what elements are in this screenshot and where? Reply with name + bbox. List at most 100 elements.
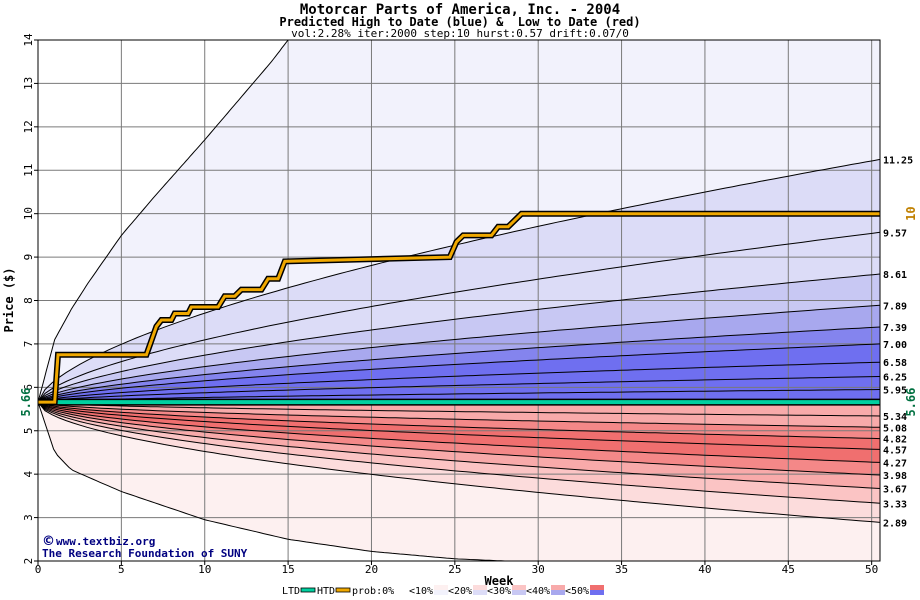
series-lines [38, 210, 880, 406]
y-axis-title: Price ($) [2, 267, 16, 332]
x-tick-label: 10 [198, 563, 211, 576]
credit-line-2: The Research Foundation of SUNY [42, 547, 248, 560]
high-quantile-line-4 [37, 304, 881, 403]
high-quantile-label-1: 11.25 [883, 155, 913, 166]
legend-ltd-label: LTD [282, 586, 300, 597]
end-labels: 11.25 9.57 8.61 7.89 7.39 7.00 6.58 6.25 5.95 5.3… [19, 155, 918, 529]
low-quantile-label-7: 3.67 [883, 484, 907, 495]
y-tick-label: 9 [22, 254, 35, 261]
high-quantile-line-1 [37, 158, 881, 403]
credit-line-1: www.textbiz.org [56, 535, 155, 548]
legend-swatch-bottom-4 [551, 590, 565, 595]
x-tick-label: 15 [281, 563, 294, 576]
y-tick-label: 4 [22, 470, 35, 477]
low-quantile-line-4 [37, 401, 881, 450]
x-tick-label: 45 [782, 563, 795, 576]
low-quantile-line-5 [37, 401, 881, 463]
y-tick-label: 10 [22, 207, 35, 220]
legend: LTD HTD prob:0% <10% <20% <30% <40% <50% [282, 585, 604, 597]
copyright-icon: © [42, 534, 55, 549]
high-quantile-line-3 [37, 273, 881, 403]
low-quantile-line-8 [37, 401, 881, 504]
x-tick-label: 40 [698, 563, 711, 576]
low-quantile-line-7 [37, 401, 881, 489]
low-quantile-line-6 [37, 401, 881, 476]
x-tick-label: 5 [118, 563, 125, 576]
high-quantile-line-5 [37, 326, 881, 403]
legend-prob-label-0: prob:0% [352, 586, 394, 597]
y-tick-label: 2 [22, 558, 35, 565]
x-tick-label: 30 [532, 563, 545, 576]
low-quantile-label-6: 3.98 [883, 471, 907, 482]
htd-value-label: 10 [904, 206, 918, 220]
x-axis-title: Week [485, 574, 515, 588]
y-tick-label: 3 [22, 514, 35, 521]
x-tick-label: 20 [365, 563, 378, 576]
high-quantile-label-8: 6.25 [883, 372, 907, 383]
high-quantile-line-2 [37, 231, 881, 403]
chart-params: vol:2.28% iter:2000 step:10 hurst:0.57 d… [291, 27, 629, 40]
htd-line [38, 212, 880, 404]
x-tick-label: 50 [865, 563, 878, 576]
legend-swatch-bottom-1 [434, 590, 448, 595]
axes: 0 5 10 15 20 25 30 35 40 45 50234567891011121314We… [2, 33, 881, 588]
legend-prob-label-1: <10% [409, 586, 433, 597]
legend-swatch-bottom-3 [512, 590, 526, 595]
legend-ltd-swatch [300, 587, 316, 593]
legend-htd-swatch [335, 587, 351, 593]
credit: © www.textbiz.org The Research Foundatio… [42, 534, 248, 560]
low-quantile-label-1: 5.34 [883, 412, 907, 423]
y-tick-label: 11 [22, 164, 35, 177]
high-quantile-label-9: 5.95 [883, 386, 907, 397]
low-quantile-label-9: 2.89 [883, 518, 907, 529]
high-quantile-label-6: 7.00 [883, 340, 907, 351]
low-quantile-label-5: 4.27 [883, 458, 907, 469]
high-quantile-line-8 [37, 376, 881, 403]
low-quantile-line-3 [37, 401, 881, 440]
high-quantile-label-2: 9.57 [883, 228, 907, 239]
start-price-label: 5.66 [19, 388, 33, 417]
legend-swatch-bottom-2 [473, 590, 487, 595]
legend-prob-label-4: <40% [526, 586, 550, 597]
y-tick-label: 14 [22, 33, 35, 47]
legend-swatch-bottom-0 [395, 590, 409, 595]
low-quantile-label-3: 4.82 [883, 435, 907, 446]
high-quantile-line-7 [37, 361, 881, 403]
chart-subtitle: Predicted High to Date (blue) & Low to D… [279, 15, 641, 29]
legend-swatch-top-5 [590, 585, 604, 590]
outer-low-line [37, 401, 505, 562]
y-tick-label: 8 [22, 297, 35, 304]
legend-swatch-top-3 [512, 585, 526, 590]
high-quantile-line-9 [37, 389, 881, 403]
legend-swatch-bottom-5 [590, 590, 604, 595]
high-quantile-label-5: 7.39 [883, 323, 907, 334]
legend-swatch-top-4 [551, 585, 565, 590]
low-quantile-label-2: 5.08 [883, 423, 907, 434]
chart-title: Motorcar Parts of America, Inc. - 2004 [299, 2, 621, 18]
legend-swatch-top-1 [434, 585, 448, 590]
high-quantile-label-3: 8.61 [883, 270, 907, 281]
legend-swatch-top-2 [473, 585, 487, 590]
y-tick-label: 13 [22, 77, 35, 90]
low-quantile-line-2 [37, 401, 881, 428]
legend-prob-label-2: <20% [448, 586, 472, 597]
y-tick-label: 7 [22, 341, 35, 348]
legend-swatch-top-0 [395, 585, 409, 590]
quantile-lines [37, 39, 881, 562]
low-quantile-line-1 [37, 401, 881, 417]
y-tick-label: 6 [22, 384, 35, 391]
legend-prob-label-3: <30% [487, 586, 511, 597]
legend-prob-label-5: <50% [565, 586, 589, 597]
high-quantile-line-6 [37, 343, 881, 403]
x-tick-label: 25 [448, 563, 461, 576]
low-quantile-label-4: 4.57 [883, 445, 907, 456]
y-tick-label: 12 [22, 120, 35, 133]
legend-htd-label: HTD [317, 586, 335, 597]
y-tick-label: 5 [22, 427, 35, 434]
outer-high-line [37, 39, 289, 403]
right-price-label: 5.66 [904, 388, 918, 417]
x-tick-label: 35 [615, 563, 628, 576]
low-quantile-line-9 [37, 401, 881, 523]
high-quantile-label-4: 7.89 [883, 301, 907, 312]
